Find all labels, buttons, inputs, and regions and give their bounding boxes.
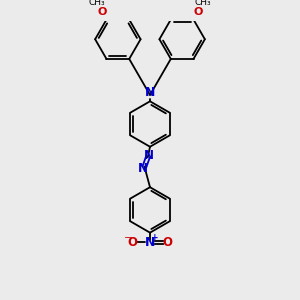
Text: O: O: [98, 7, 107, 17]
Text: −: −: [124, 233, 133, 243]
Text: CH₃: CH₃: [88, 0, 105, 7]
Text: CH₃: CH₃: [195, 0, 211, 7]
Text: N: N: [145, 236, 155, 249]
Text: +: +: [151, 233, 159, 242]
Text: O: O: [128, 236, 138, 249]
Text: N: N: [145, 85, 155, 98]
Text: N: N: [138, 162, 148, 176]
Text: O: O: [162, 236, 172, 249]
Text: O: O: [193, 7, 203, 17]
Text: N: N: [144, 148, 154, 162]
